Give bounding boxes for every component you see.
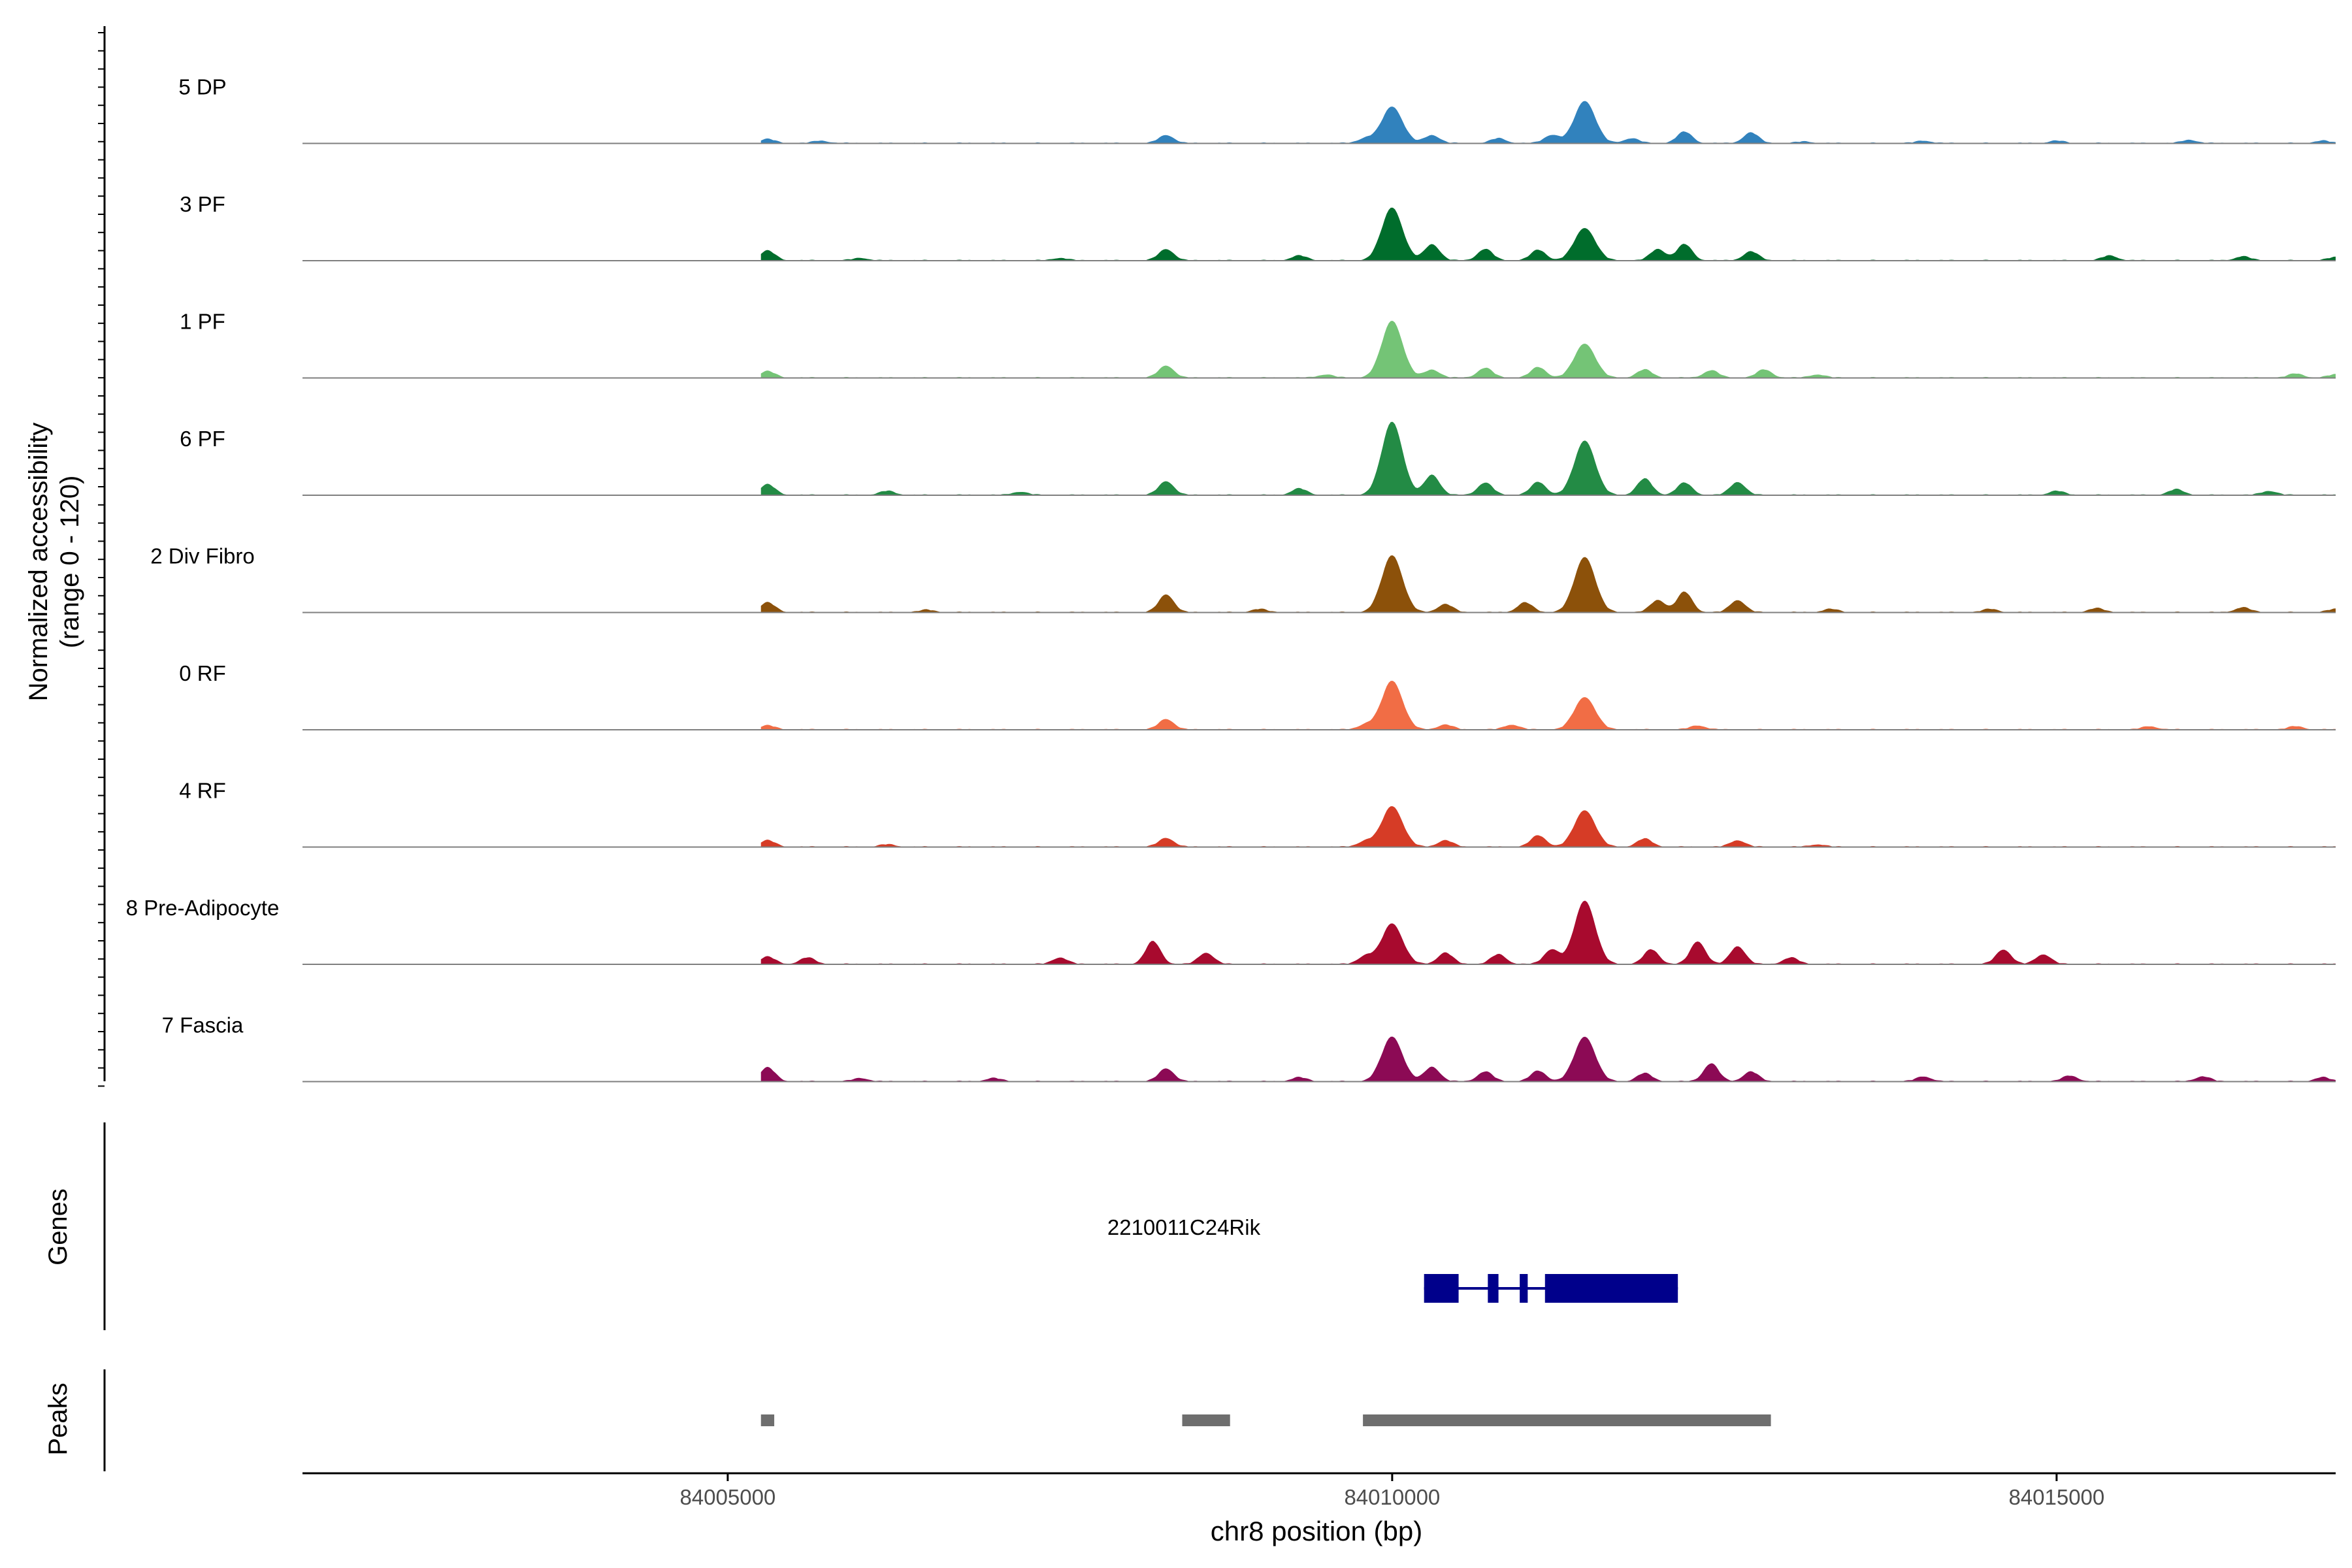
track-3-pf: 3 PF (180, 192, 2336, 261)
gene-track (1424, 1274, 1678, 1303)
x-tick-label: 84010000 (1344, 1485, 1440, 1509)
peak-region (1182, 1414, 1230, 1426)
track-0-rf: 0 RF (179, 661, 2336, 730)
track-label: 4 RF (179, 779, 226, 803)
track-label: 2 Div Fibro (150, 544, 255, 568)
y-axis-label-line1: Normalized accessibility (24, 423, 53, 702)
gene-exon (1424, 1274, 1459, 1303)
coverage-area (760, 321, 2336, 378)
coverage-area (760, 806, 2336, 847)
coverage-area (760, 681, 2336, 730)
genes-axis-label: Genes (44, 1188, 73, 1266)
coverage-area (760, 555, 2336, 613)
track-label: 0 RF (179, 661, 226, 685)
gene-exon (1520, 1274, 1528, 1303)
left-axes (98, 26, 106, 1471)
track-2-div-fibro: 2 Div Fibro (150, 544, 2336, 613)
track-label: 7 Fascia (162, 1013, 244, 1037)
x-axis: 84005000 84010000 84015000 (302, 1472, 2336, 1509)
track-label: 3 PF (180, 192, 225, 216)
gene-exon (1488, 1274, 1499, 1303)
track-1-pf: 1 PF (180, 310, 2336, 379)
x-axis-label: chr8 position (bp) (1211, 1516, 1423, 1546)
track-7-fascia: 7 Fascia (162, 1013, 2336, 1083)
coverage-area (760, 1036, 2336, 1082)
track-4-rf: 4 RF (179, 779, 2336, 848)
track-label: 1 PF (180, 310, 225, 334)
peaks-axis-label: Peaks (44, 1382, 73, 1455)
track-8-pre-adipocyte: 8 Pre-Adipocyte (126, 896, 2336, 965)
coverage-area (760, 900, 2336, 964)
peak-region (1363, 1414, 1771, 1426)
track-label: 8 Pre-Adipocyte (126, 896, 280, 920)
track-label: 6 PF (180, 427, 225, 451)
gene-exon (1544, 1274, 1678, 1303)
track-5-dp: 5 DP (178, 75, 2336, 144)
x-tick-label: 84015000 (2008, 1485, 2104, 1509)
peak-track (760, 1414, 1771, 1426)
track-label: 5 DP (178, 75, 226, 99)
coverage-tracks: 5 DP 3 PF 1 PF 6 PF 2 Div Fibro 0 RF 4 RF 8 Pre… (126, 75, 2336, 1083)
coverage-area (760, 207, 2336, 261)
y-axis-label-line2: (range 0 - 120) (56, 476, 84, 649)
x-tick-label: 84005000 (679, 1485, 776, 1509)
coverage-area (760, 101, 2336, 144)
track-6-pf: 6 PF (180, 421, 2336, 496)
gene-name-label: 2210011C24Rik (1107, 1215, 1261, 1239)
coverage-area (760, 421, 2336, 495)
peak-region (760, 1414, 775, 1426)
